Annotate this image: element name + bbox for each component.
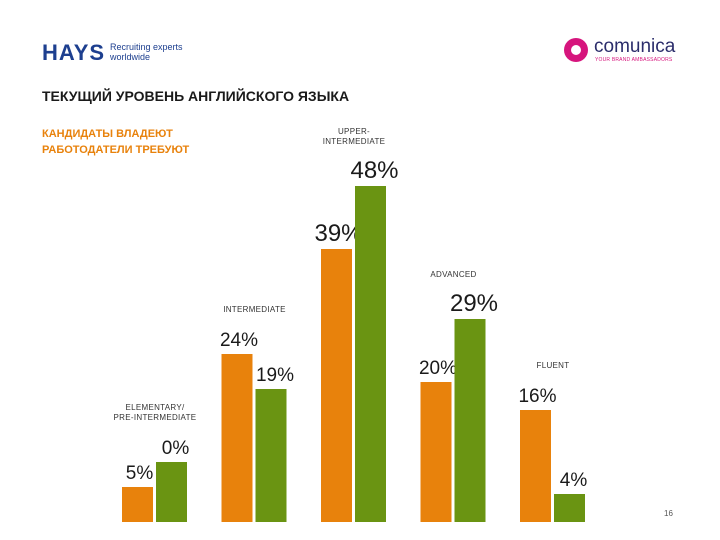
bar-candidates-3 (321, 249, 352, 522)
category-label-4-line-1: ADVANCED (430, 270, 476, 279)
data-label-candidates-2: 24% (220, 330, 258, 351)
legend-series-2: РАБОТОДАТЕЛИ ТРЕБУЮТ (42, 144, 190, 156)
data-label-candidates-5: 16% (518, 386, 556, 407)
bar-employers-4 (454, 319, 486, 522)
comunica-logo-icon (564, 38, 588, 62)
category-label-1-line-1: ELEMENTARY/ (125, 403, 184, 412)
category-label-3-line-2: INTERMEDIATE (323, 137, 386, 146)
category-label-2-line-1: INTERMEDIATE (223, 305, 286, 314)
data-label-employers-2: 19% (256, 365, 294, 386)
comunica-logo: comunica (594, 36, 676, 57)
data-label-employers-4: 29% (450, 290, 498, 317)
bar-employers-3 (355, 186, 386, 522)
legend-series-1: КАНДИДАТЫ ВЛАДЕЮТ (42, 128, 173, 140)
hays-tagline-line-2: worldwide (110, 52, 151, 62)
bar-employers-1 (156, 462, 187, 522)
page-number: 16 (664, 509, 673, 518)
hays-logo: HAYS (42, 40, 106, 65)
chart-legend: КАНДИДАТЫ ВЛАДЕЮТ РАБОТОДАТЕЛИ ТРЕБУЮТ (42, 126, 189, 158)
data-label-employers-3: 48% (350, 157, 398, 184)
data-label-employers-1: 0% (162, 438, 190, 459)
bar-candidates-4 (420, 382, 452, 522)
bar-employers-2 (255, 389, 287, 522)
bar-candidates-1 (122, 487, 153, 522)
data-label-candidates-3: 39% (314, 220, 362, 247)
data-label-candidates-4: 20% (419, 358, 457, 379)
comunica-tagline: YOUR BRAND AMBASSADORS (595, 57, 673, 63)
bar-candidates-5 (520, 410, 551, 522)
category-label-3-line-1: UPPER- (338, 127, 370, 136)
data-label-candidates-1: 5% (126, 463, 154, 484)
bar-employers-5 (554, 494, 585, 522)
hays-tagline-line-1: Recruiting experts (110, 42, 183, 52)
category-label-5-line-1: FLUENT (537, 361, 570, 370)
page-title: ТЕКУЩИЙ УРОВЕНЬ АНГЛИЙСКОГО ЯЗЫКА (42, 88, 350, 104)
data-label-employers-5: 4% (560, 470, 588, 491)
bar-candidates-2 (221, 354, 253, 522)
hays-tagline: Recruiting experts worldwide (110, 42, 183, 62)
category-label-1-line-2: PRE-INTERMEDIATE (114, 413, 197, 422)
